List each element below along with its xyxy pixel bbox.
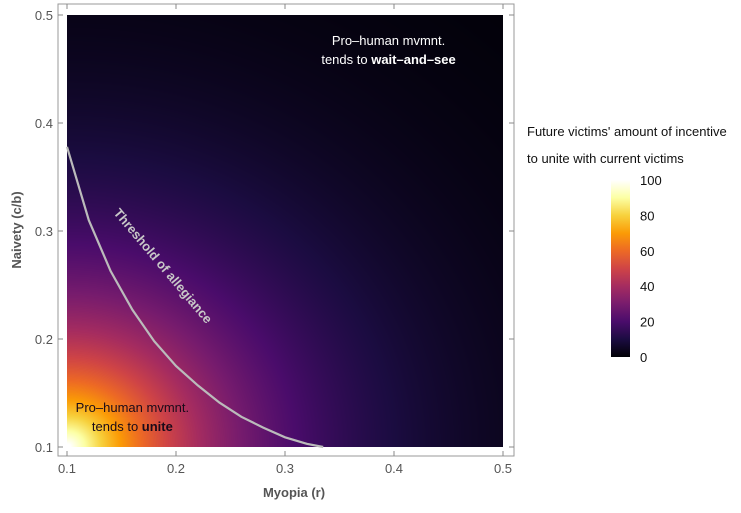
legend-tick-label: 100 [640, 173, 662, 188]
x-axis-label: Myopia (r) [263, 485, 325, 500]
x-tick-label: 0.4 [385, 461, 403, 476]
y-axis-label: Naivety (c/b) [9, 191, 24, 268]
y-tick-label: 0.3 [35, 224, 53, 239]
legend-title-line1: Future victims' amount of incentive [527, 124, 727, 139]
annotation-line2: tends to unite [92, 419, 173, 434]
x-tick-label: 0.1 [58, 461, 76, 476]
color-legend: Future victims' amount of incentive to un… [527, 124, 727, 365]
annotation-line1: Pro–human mvmnt. [76, 400, 189, 415]
legend-tick-label: 20 [640, 315, 654, 330]
legend-title-line2: to unite with current victims [527, 151, 684, 166]
annotation-unite: Pro–human mvmnt. tends to unite [76, 400, 189, 434]
y-tick-label: 0.1 [35, 440, 53, 455]
legend-tick-label: 80 [640, 208, 654, 223]
x-tick-label: 0.3 [276, 461, 294, 476]
legend-tick-label: 0 [640, 350, 647, 365]
y-tick-label: 0.2 [35, 332, 53, 347]
annotation-line2: tends to wait–and–see [321, 52, 455, 67]
annotation-line1: Pro–human mvmnt. [332, 33, 445, 48]
axes: 0.1 0.2 0.3 0.4 0.5 0.1 0.2 0.3 0.4 0.5 Myopia (r)… [9, 3, 515, 500]
x-tick-label: 0.2 [167, 461, 185, 476]
heatmap-field [67, 15, 503, 447]
legend-tick-label: 40 [640, 279, 654, 294]
threshold-curve [65, 146, 324, 449]
x-tick-label: 0.5 [494, 461, 512, 476]
plot-frame [57, 3, 515, 457]
y-tick-label: 0.5 [35, 8, 53, 23]
annotation-wait-and-see: Pro–human mvmnt. tends to wait–and–see [321, 33, 455, 67]
legend-tick-label: 60 [640, 244, 654, 259]
legend-colorbar [611, 180, 630, 357]
y-tick-label: 0.4 [35, 116, 53, 131]
